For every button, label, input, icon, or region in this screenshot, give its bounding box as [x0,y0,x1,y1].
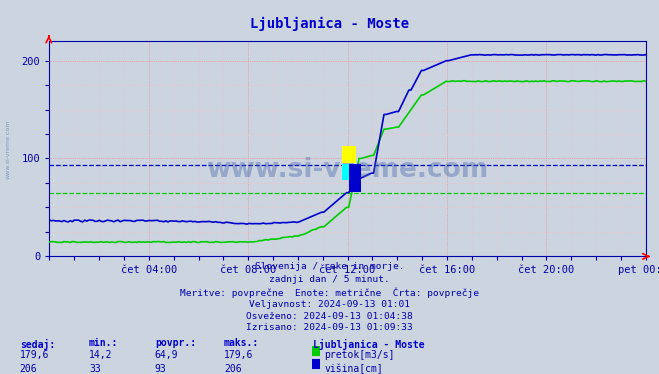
Text: min.:: min.: [89,338,119,349]
Text: www.si-vreme.com: www.si-vreme.com [206,157,489,183]
Text: Slovenija / reke in morje.: Slovenija / reke in morje. [255,262,404,271]
Text: 179,6: 179,6 [20,350,49,361]
Bar [349,164,361,192]
Text: višina[cm]: višina[cm] [324,364,383,374]
Text: zadnji dan / 5 minut.: zadnji dan / 5 minut. [269,275,390,284]
Bar [342,164,349,180]
Text: maks.:: maks.: [224,338,259,349]
Bar [342,146,356,163]
Text: 14,2: 14,2 [89,350,113,361]
Text: Osveženo: 2024-09-13 01:04:38: Osveženo: 2024-09-13 01:04:38 [246,312,413,321]
Text: 206: 206 [20,364,38,374]
Text: Meritve: povprečne  Enote: metrične  Črta: povprečje: Meritve: povprečne Enote: metrične Črta:… [180,288,479,298]
Text: sedaj:: sedaj: [20,338,55,349]
Text: www.si-vreme.com: www.si-vreme.com [5,120,11,180]
Text: Ljubljanica - Moste: Ljubljanica - Moste [313,338,424,349]
Text: 64,9: 64,9 [155,350,179,361]
Text: Ljubljanica - Moste: Ljubljanica - Moste [250,17,409,31]
Text: Izrisano: 2024-09-13 01:09:33: Izrisano: 2024-09-13 01:09:33 [246,323,413,332]
Text: povpr.:: povpr.: [155,338,196,349]
Text: 33: 33 [89,364,101,374]
Text: 206: 206 [224,364,242,374]
Text: pretok[m3/s]: pretok[m3/s] [324,350,395,361]
Text: 93: 93 [155,364,167,374]
Text: Veljavnost: 2024-09-13 01:01: Veljavnost: 2024-09-13 01:01 [249,300,410,309]
Text: 179,6: 179,6 [224,350,254,361]
